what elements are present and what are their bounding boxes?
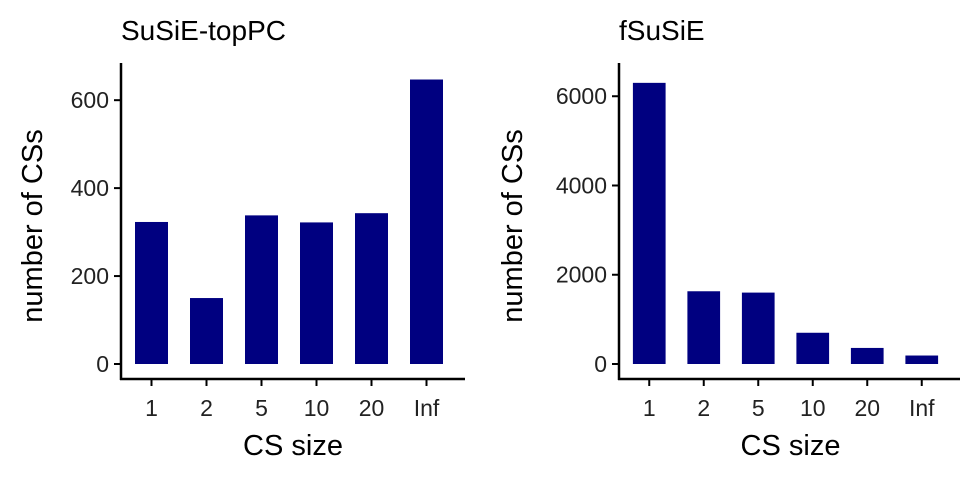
y-axis-label: number of CSs — [497, 129, 529, 322]
x-tick-label: 20 — [854, 395, 880, 421]
x-tick-label: Inf — [414, 395, 440, 421]
bar-2 — [190, 298, 223, 364]
x-tick-label: 10 — [800, 395, 826, 421]
bar-1 — [632, 82, 666, 365]
x-axis-label: CS size — [741, 430, 841, 462]
x-tick-label: 1 — [145, 395, 158, 421]
y-tick-label: 0 — [594, 351, 607, 377]
bar-10 — [796, 332, 830, 364]
bar-10 — [300, 222, 333, 364]
bar-1 — [135, 221, 168, 364]
y-tick-label: 2000 — [556, 262, 607, 288]
chart-panel-1: SuSiE-topPC 1 2 5 10 20 Inf 0 200 400 600 CS size nu… — [17, 15, 465, 462]
y-tick-label: 4000 — [556, 172, 607, 198]
y-tick-label: 0 — [96, 351, 109, 377]
x-tick-label: 10 — [304, 395, 330, 421]
x-tick-label: 20 — [359, 395, 385, 421]
bar-5 — [741, 292, 775, 364]
x-tick-label: Inf — [909, 395, 935, 421]
bar-2 — [687, 291, 721, 364]
x-tick-label: 2 — [200, 395, 213, 421]
y-tick-label: 200 — [71, 263, 109, 289]
chart-panel-2: fSuSiE 1 2 5 10 20 Inf 0 2000 4000 6000 CS size numb… — [497, 15, 960, 462]
bar-20 — [355, 213, 388, 364]
chart-title: fSuSiE — [619, 15, 705, 46]
x-tick-label: 1 — [643, 395, 656, 421]
y-axis-label: number of CSs — [17, 129, 49, 322]
bar-Inf — [410, 79, 443, 365]
y-tick-label: 400 — [71, 175, 109, 201]
bar-5 — [245, 215, 278, 364]
bar-20 — [850, 347, 884, 364]
chart-title: SuSiE-topPC — [121, 15, 286, 46]
x-tick-label: 5 — [255, 395, 268, 421]
x-tick-label: 5 — [752, 395, 765, 421]
x-tick-label: 2 — [697, 395, 710, 421]
bar-Inf — [905, 355, 939, 364]
x-axis-label: CS size — [243, 430, 343, 462]
y-tick-label: 6000 — [556, 83, 607, 109]
y-tick-label: 600 — [71, 87, 109, 113]
